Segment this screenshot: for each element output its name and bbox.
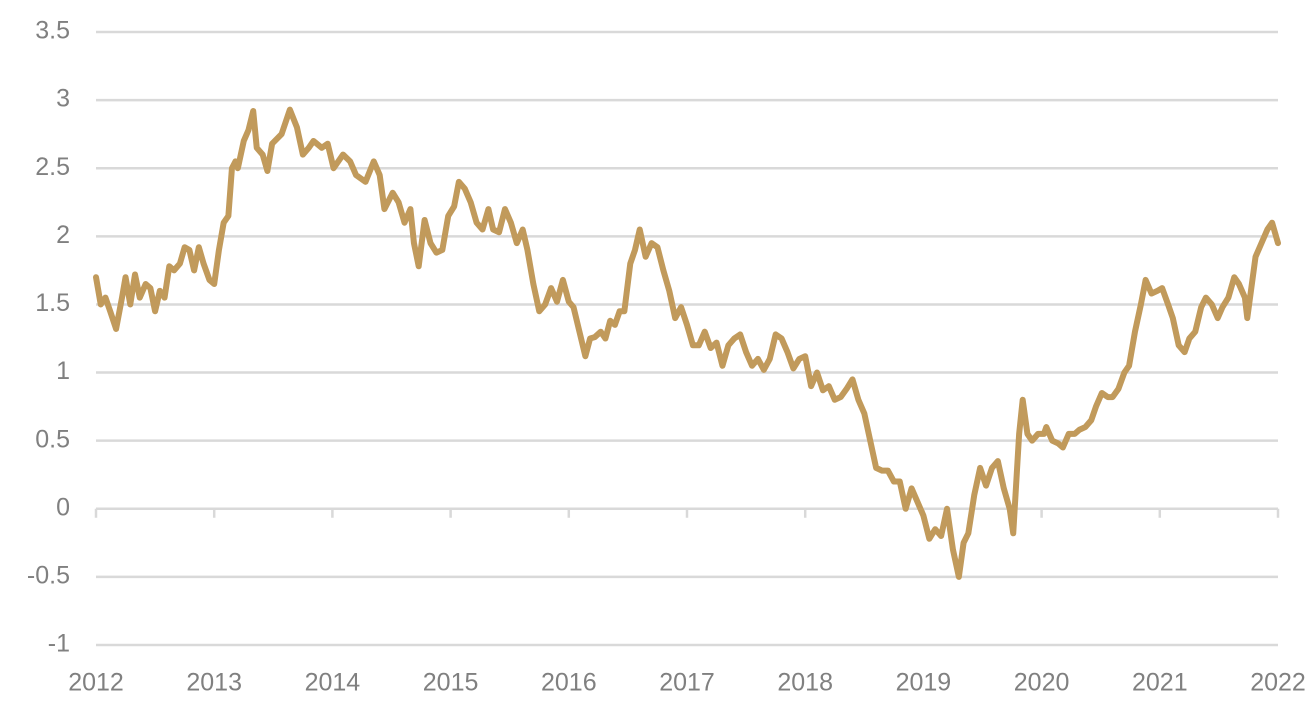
y-tick-label: 0 [56,493,70,521]
y-tick-label: 2.5 [35,153,70,181]
x-tick-label: 2016 [541,669,597,697]
y-tick-label: -1 [48,630,70,658]
y-tick-label: 0.5 [35,425,70,453]
x-tick-label: 2022 [1250,669,1306,697]
x-tick-label: 2018 [777,669,833,697]
x-tick-label: 2021 [1132,669,1188,697]
x-tick-label: 2015 [423,669,479,697]
y-tick-label: 3 [56,85,70,113]
x-tick-label: 2012 [68,669,124,697]
y-tick-label: 2 [56,221,70,249]
x-tick-label: 2020 [1014,669,1070,697]
y-tick-label: 3.5 [35,17,70,45]
y-tick-label: -0.5 [27,561,70,589]
y-tick-label: 1 [56,357,70,385]
x-tick-label: 2013 [186,669,242,697]
data-line [93,106,1281,580]
x-tick-label: 2014 [305,669,361,697]
x-tick-label: 2017 [659,669,715,697]
y-tick-label: 1.5 [35,289,70,317]
x-tick-label: 2019 [896,669,952,697]
